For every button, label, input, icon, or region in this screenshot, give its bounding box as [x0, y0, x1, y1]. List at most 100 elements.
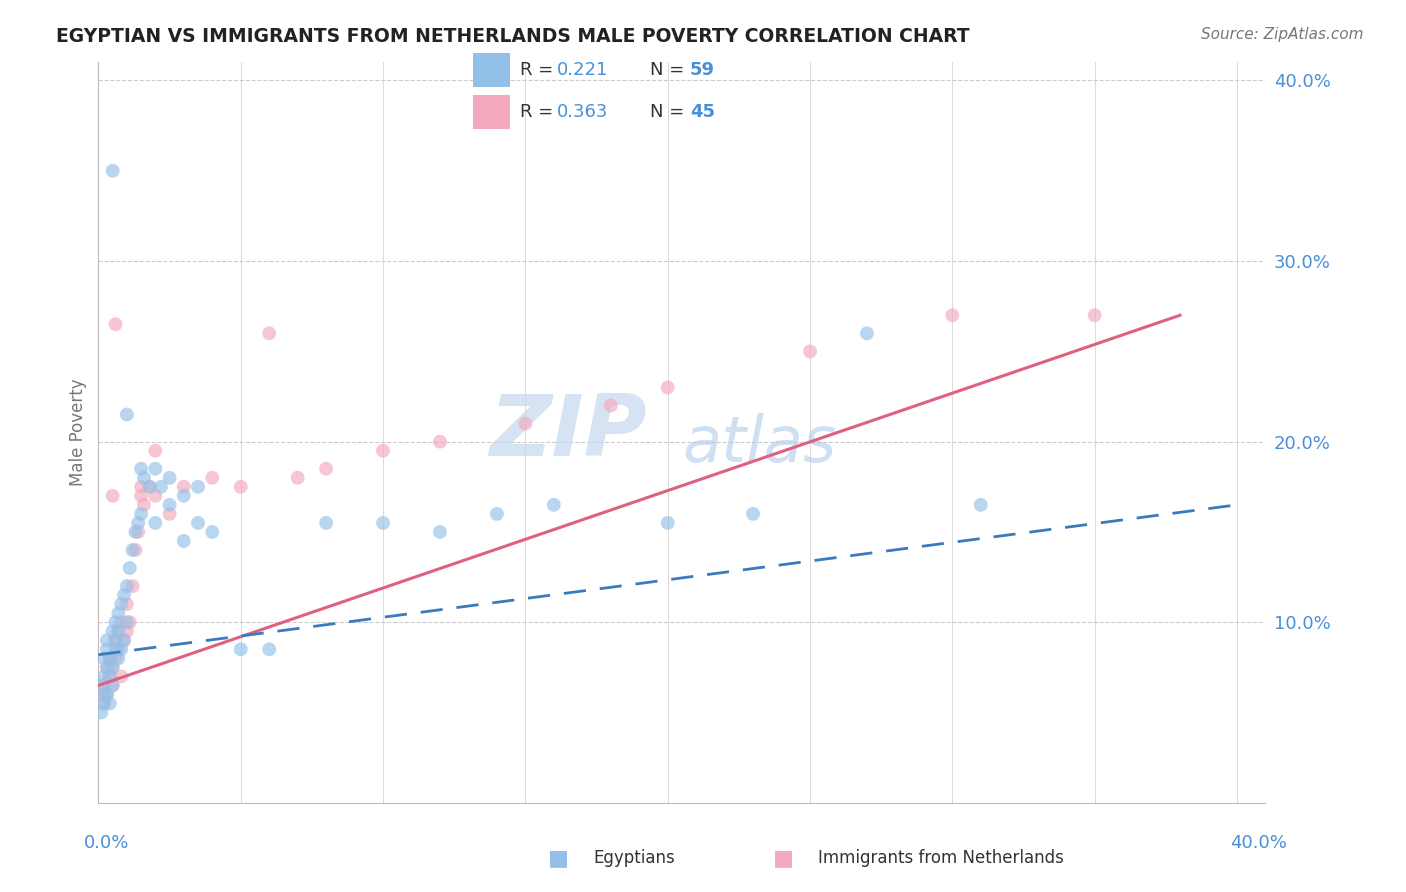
Point [101, 660, 124, 674]
Text: 0.363: 0.363 [557, 103, 609, 121]
Point [96, 633, 118, 648]
Point [371, 443, 394, 458]
Text: Source: ZipAtlas.com: Source: ZipAtlas.com [1201, 27, 1364, 42]
Text: EGYPTIAN VS IMMIGRANTS FROM NETHERLANDS MALE POVERTY CORRELATION CHART: EGYPTIAN VS IMMIGRANTS FROM NETHERLANDS … [56, 27, 970, 45]
Text: atlas: atlas [682, 413, 837, 475]
Point [101, 489, 124, 503]
Point [112, 633, 135, 648]
Point [115, 579, 138, 593]
Y-axis label: Male Poverty: Male Poverty [69, 379, 87, 486]
Text: ZIP: ZIP [489, 391, 647, 475]
Text: ■: ■ [773, 848, 793, 868]
Point [96, 688, 118, 702]
Point [287, 471, 309, 485]
Point [98, 697, 121, 711]
Point [257, 642, 280, 657]
Point [104, 651, 127, 665]
Point [96, 660, 118, 674]
Point [315, 461, 337, 475]
Point [150, 480, 173, 494]
Point [115, 615, 138, 630]
Point [110, 615, 132, 630]
Point [315, 516, 337, 530]
Point [371, 516, 394, 530]
Point [98, 651, 121, 665]
Text: 40.0%: 40.0% [1230, 834, 1286, 852]
Point [110, 669, 132, 683]
Point [90, 706, 112, 720]
Point [143, 461, 166, 475]
Point [187, 516, 209, 530]
Point [98, 669, 121, 683]
Point [101, 678, 124, 692]
Point [143, 443, 166, 458]
Point [543, 498, 565, 512]
Point [132, 498, 155, 512]
Point [485, 507, 508, 521]
Text: Immigrants from Netherlands: Immigrants from Netherlands [818, 849, 1064, 867]
Point [115, 408, 138, 422]
Point [657, 516, 679, 530]
Point [101, 624, 124, 639]
Point [93, 678, 115, 692]
Point [104, 615, 127, 630]
Point [201, 524, 224, 539]
Point [93, 697, 115, 711]
Point [201, 471, 224, 485]
Point [115, 597, 138, 611]
Point [429, 434, 451, 449]
Point [107, 651, 129, 665]
Bar [474, 53, 510, 87]
Point [129, 507, 152, 521]
Point [143, 489, 166, 503]
Point [229, 642, 252, 657]
Text: 0.0%: 0.0% [84, 834, 129, 852]
Point [107, 642, 129, 657]
Point [107, 624, 129, 639]
Point [429, 524, 451, 539]
Point [93, 651, 115, 665]
Point [110, 597, 132, 611]
Point [599, 399, 621, 413]
Point [124, 524, 146, 539]
Point [98, 669, 121, 683]
Point [742, 507, 765, 521]
Point [1084, 308, 1107, 322]
Point [104, 633, 127, 648]
Point [138, 480, 160, 494]
Point [121, 543, 143, 558]
Point [93, 697, 115, 711]
Point [112, 588, 135, 602]
Point [101, 678, 124, 692]
Point [856, 326, 879, 341]
Point [107, 624, 129, 639]
Point [138, 480, 160, 494]
Text: R =: R = [520, 61, 558, 78]
Point [101, 163, 124, 178]
Point [98, 651, 121, 665]
Point [90, 678, 112, 692]
Point [941, 308, 963, 322]
Point [112, 633, 135, 648]
Point [970, 498, 993, 512]
Point [657, 380, 679, 394]
Point [96, 660, 118, 674]
Point [90, 688, 112, 702]
Point [129, 461, 152, 475]
Point [93, 688, 115, 702]
Bar [474, 95, 510, 129]
Text: R =: R = [520, 103, 558, 121]
Point [127, 524, 149, 539]
Text: ■: ■ [548, 848, 568, 868]
Point [132, 471, 155, 485]
Text: 59: 59 [690, 61, 714, 78]
Point [104, 633, 127, 648]
Point [124, 543, 146, 558]
Point [129, 489, 152, 503]
Point [173, 533, 195, 548]
Point [104, 642, 127, 657]
Point [173, 480, 195, 494]
Point [93, 669, 115, 683]
Point [96, 642, 118, 657]
Point [229, 480, 252, 494]
